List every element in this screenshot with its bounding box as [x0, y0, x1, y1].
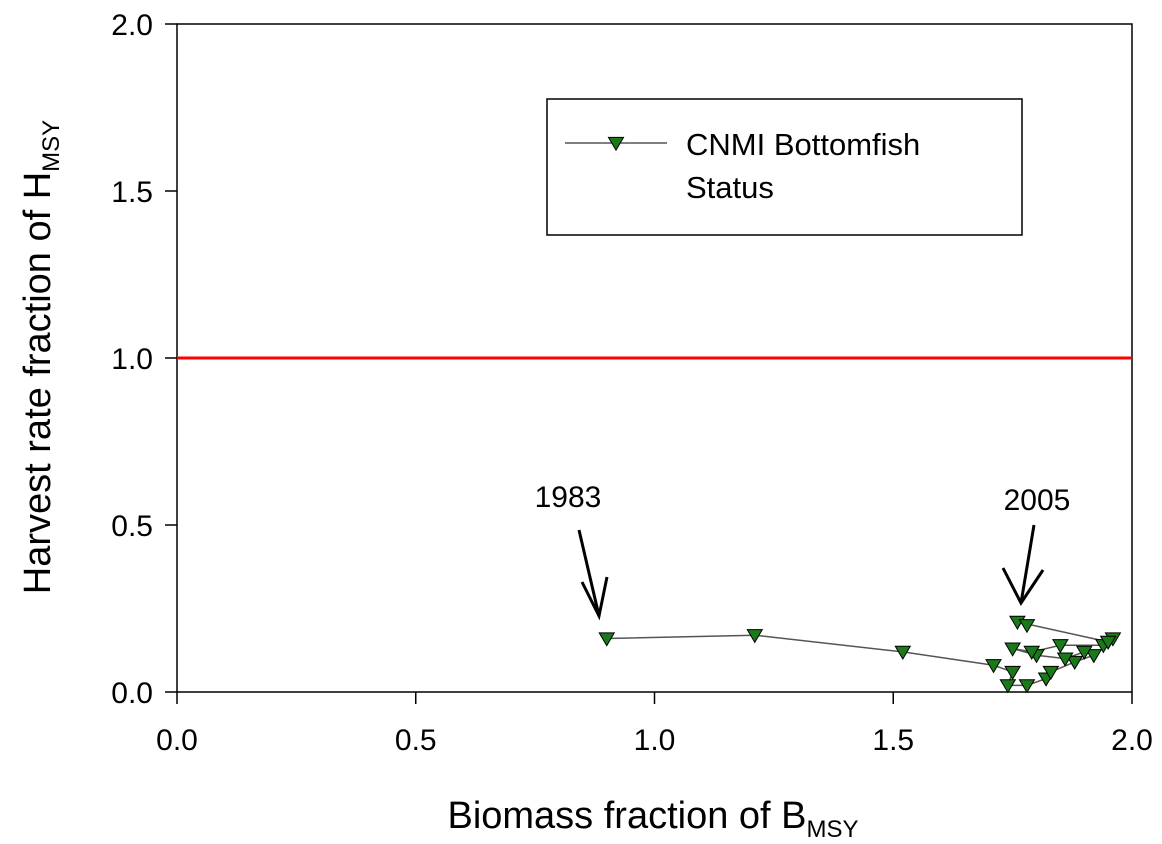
x-tick-label: 1.0	[634, 724, 676, 757]
y-axis-title-sub: MSY	[38, 120, 65, 172]
y-tick-label: 2.0	[111, 9, 153, 42]
x-tick-label: 0.5	[395, 724, 437, 757]
data-point	[1042, 665, 1060, 681]
markers-group	[598, 615, 1122, 694]
data-point	[1099, 635, 1117, 651]
legend: CNMI Bottomfish Status	[546, 98, 1023, 236]
data-point	[1085, 649, 1103, 664]
data-point	[1018, 619, 1036, 634]
ticks-group: 0.0 0.5 1.0 1.5 2.0 0.0 0.5 1.0 1.5 2.0	[111, 9, 1153, 757]
y-tick-label: 0.5	[111, 510, 153, 543]
x-axis-title-main: Biomass fraction of B	[447, 795, 806, 837]
data-point	[999, 679, 1017, 694]
data-point	[1004, 665, 1022, 681]
data-point	[1052, 639, 1069, 654]
legend-label-line2: Status	[686, 170, 774, 205]
data-point	[1023, 645, 1041, 661]
x-tick-label: 1.5	[872, 724, 914, 757]
y-tick-label: 1.5	[111, 176, 153, 209]
annotation-arrow-shaft	[1019, 524, 1036, 604]
data-point	[1075, 645, 1093, 661]
legend-box	[546, 98, 1023, 236]
data-point	[894, 645, 912, 661]
annotations-group: 1983 2005	[535, 481, 1071, 621]
y-tick-label: 1.0	[111, 343, 153, 376]
x-axis-title-sub: MSY	[807, 816, 859, 843]
legend-label-line1: CNMI Bottomfish	[686, 127, 920, 162]
y-axis-title-main: Harvest rate fraction of H	[17, 172, 59, 594]
y-axis-title: Harvest rate fraction of HMSY	[17, 120, 65, 594]
annotation-label: 1983	[535, 481, 602, 514]
annotation-label: 2005	[1004, 484, 1071, 517]
x-tick-label: 2.0	[1111, 724, 1153, 757]
data-point	[1004, 642, 1022, 657]
annotation-arrow-head	[1001, 567, 1045, 606]
y-tick-label: 0.0	[111, 677, 153, 710]
data-point	[1018, 679, 1036, 694]
data-point	[746, 629, 764, 644]
legend-marker	[607, 136, 625, 152]
data-point	[1056, 652, 1074, 667]
annotation-arrow-shaft	[577, 529, 601, 617]
annotation-arrow-head	[580, 576, 609, 621]
data-point	[985, 659, 1002, 674]
x-axis-title: Biomass fraction of BMSY	[447, 795, 858, 843]
data-point	[1066, 655, 1084, 671]
x-tick-label: 0.0	[156, 724, 198, 757]
data-point	[598, 632, 616, 647]
